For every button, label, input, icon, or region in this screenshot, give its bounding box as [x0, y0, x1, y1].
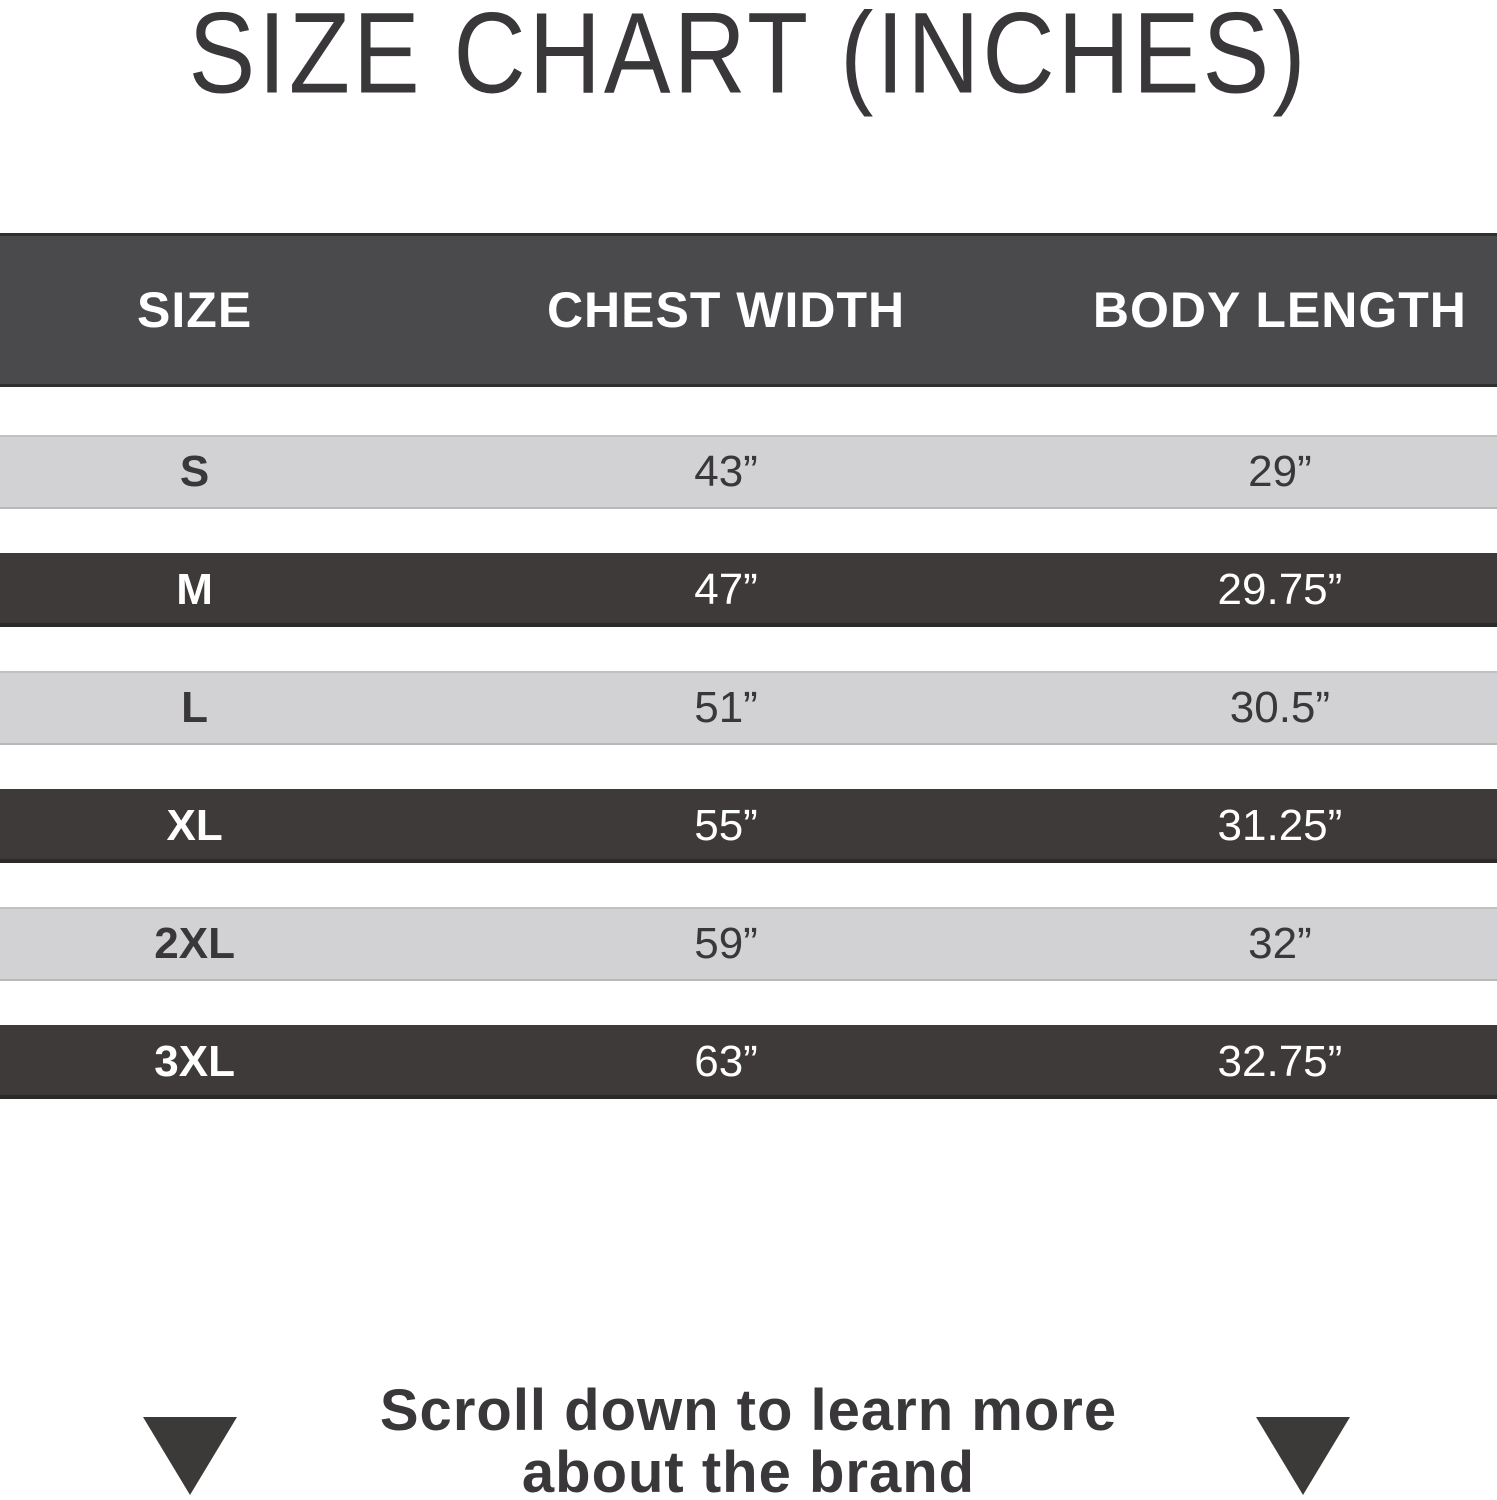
scroll-down-arrow-left-icon [143, 1417, 237, 1495]
size-cell: 3XL [154, 1037, 235, 1086]
chest-width-cell: 63” [694, 1037, 758, 1086]
table-header-row: SIZE CHEST WIDTH BODY LENGTH [0, 233, 1497, 387]
footer-line-2: about the brand [521, 1440, 976, 1500]
table-row: XL 55” 31.25” [0, 789, 1497, 863]
body-length-cell: 32” [1248, 919, 1312, 968]
footer-note: Scroll down to learn more about the bran… [0, 1380, 1497, 1500]
chest-width-cell: 55” [694, 801, 758, 850]
footer-line-1: Scroll down to learn more [379, 1378, 1118, 1443]
page-title: SIZE CHART (INCHES) [188, 0, 1309, 118]
size-cell: M [176, 565, 213, 614]
header-cell-size: SIZE [137, 282, 253, 338]
scroll-down-arrow-right-icon [1256, 1417, 1350, 1495]
body-length-cell: 30.5” [1229, 683, 1331, 732]
table-row: M 47” 29.75” [0, 553, 1497, 627]
header-cell-body-length: BODY LENGTH [1092, 282, 1467, 338]
chest-width-cell: 43” [694, 447, 758, 496]
body-length-cell: 29” [1248, 447, 1312, 496]
body-length-cell: 31.25” [1217, 801, 1343, 850]
table-row: 3XL 63” 32.75” [0, 1025, 1497, 1099]
table-row: L 51” 30.5” [0, 671, 1497, 745]
body-length-cell: 32.75” [1217, 1037, 1343, 1086]
table-row: S 43” 29” [0, 435, 1497, 509]
size-cell: S [179, 447, 210, 496]
size-cell: XL [166, 801, 223, 850]
table-row: 2XL 59” 32” [0, 907, 1497, 981]
chest-width-cell: 47” [694, 565, 758, 614]
size-cell: L [181, 683, 209, 732]
header-cell-chest-width: CHEST WIDTH [546, 282, 906, 338]
body-length-cell: 29.75” [1217, 565, 1343, 614]
chest-width-cell: 59” [694, 919, 758, 968]
size-cell: 2XL [154, 919, 235, 968]
chest-width-cell: 51” [694, 683, 758, 732]
